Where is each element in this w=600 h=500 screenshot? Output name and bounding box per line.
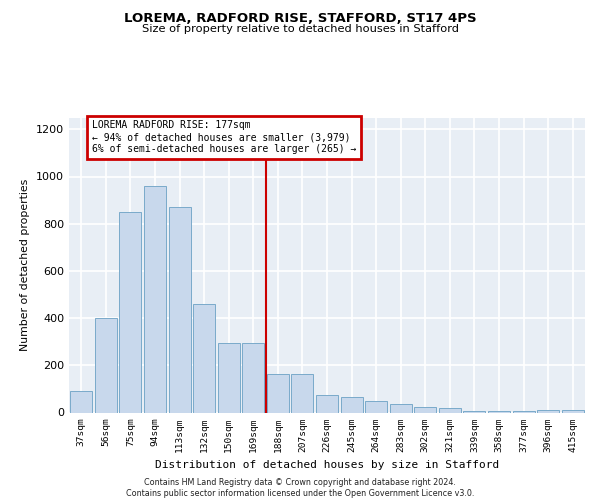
X-axis label: Distribution of detached houses by size in Stafford: Distribution of detached houses by size … [155, 460, 499, 470]
Text: Size of property relative to detached houses in Stafford: Size of property relative to detached ho… [142, 24, 458, 34]
Bar [389, 404, 412, 412]
Bar [537, 410, 559, 412]
Bar [193, 304, 215, 412]
Bar [562, 410, 584, 412]
Bar [267, 374, 289, 412]
Bar [414, 406, 436, 412]
Bar [242, 343, 265, 412]
Y-axis label: Number of detached properties: Number of detached properties [20, 179, 31, 351]
Bar [218, 343, 240, 412]
Bar [95, 318, 117, 412]
Bar [316, 395, 338, 412]
Bar [292, 374, 313, 412]
Text: LOREMA, RADFORD RISE, STAFFORD, ST17 4PS: LOREMA, RADFORD RISE, STAFFORD, ST17 4PS [124, 12, 476, 26]
Bar [119, 212, 142, 412]
Bar [341, 397, 362, 412]
Bar [365, 400, 387, 412]
Bar [169, 207, 191, 412]
Text: Contains HM Land Registry data © Crown copyright and database right 2024.
Contai: Contains HM Land Registry data © Crown c… [126, 478, 474, 498]
Bar [144, 186, 166, 412]
Text: LOREMA RADFORD RISE: 177sqm
← 94% of detached houses are smaller (3,979)
6% of s: LOREMA RADFORD RISE: 177sqm ← 94% of det… [92, 120, 356, 154]
Bar [439, 408, 461, 412]
Bar [70, 392, 92, 412]
